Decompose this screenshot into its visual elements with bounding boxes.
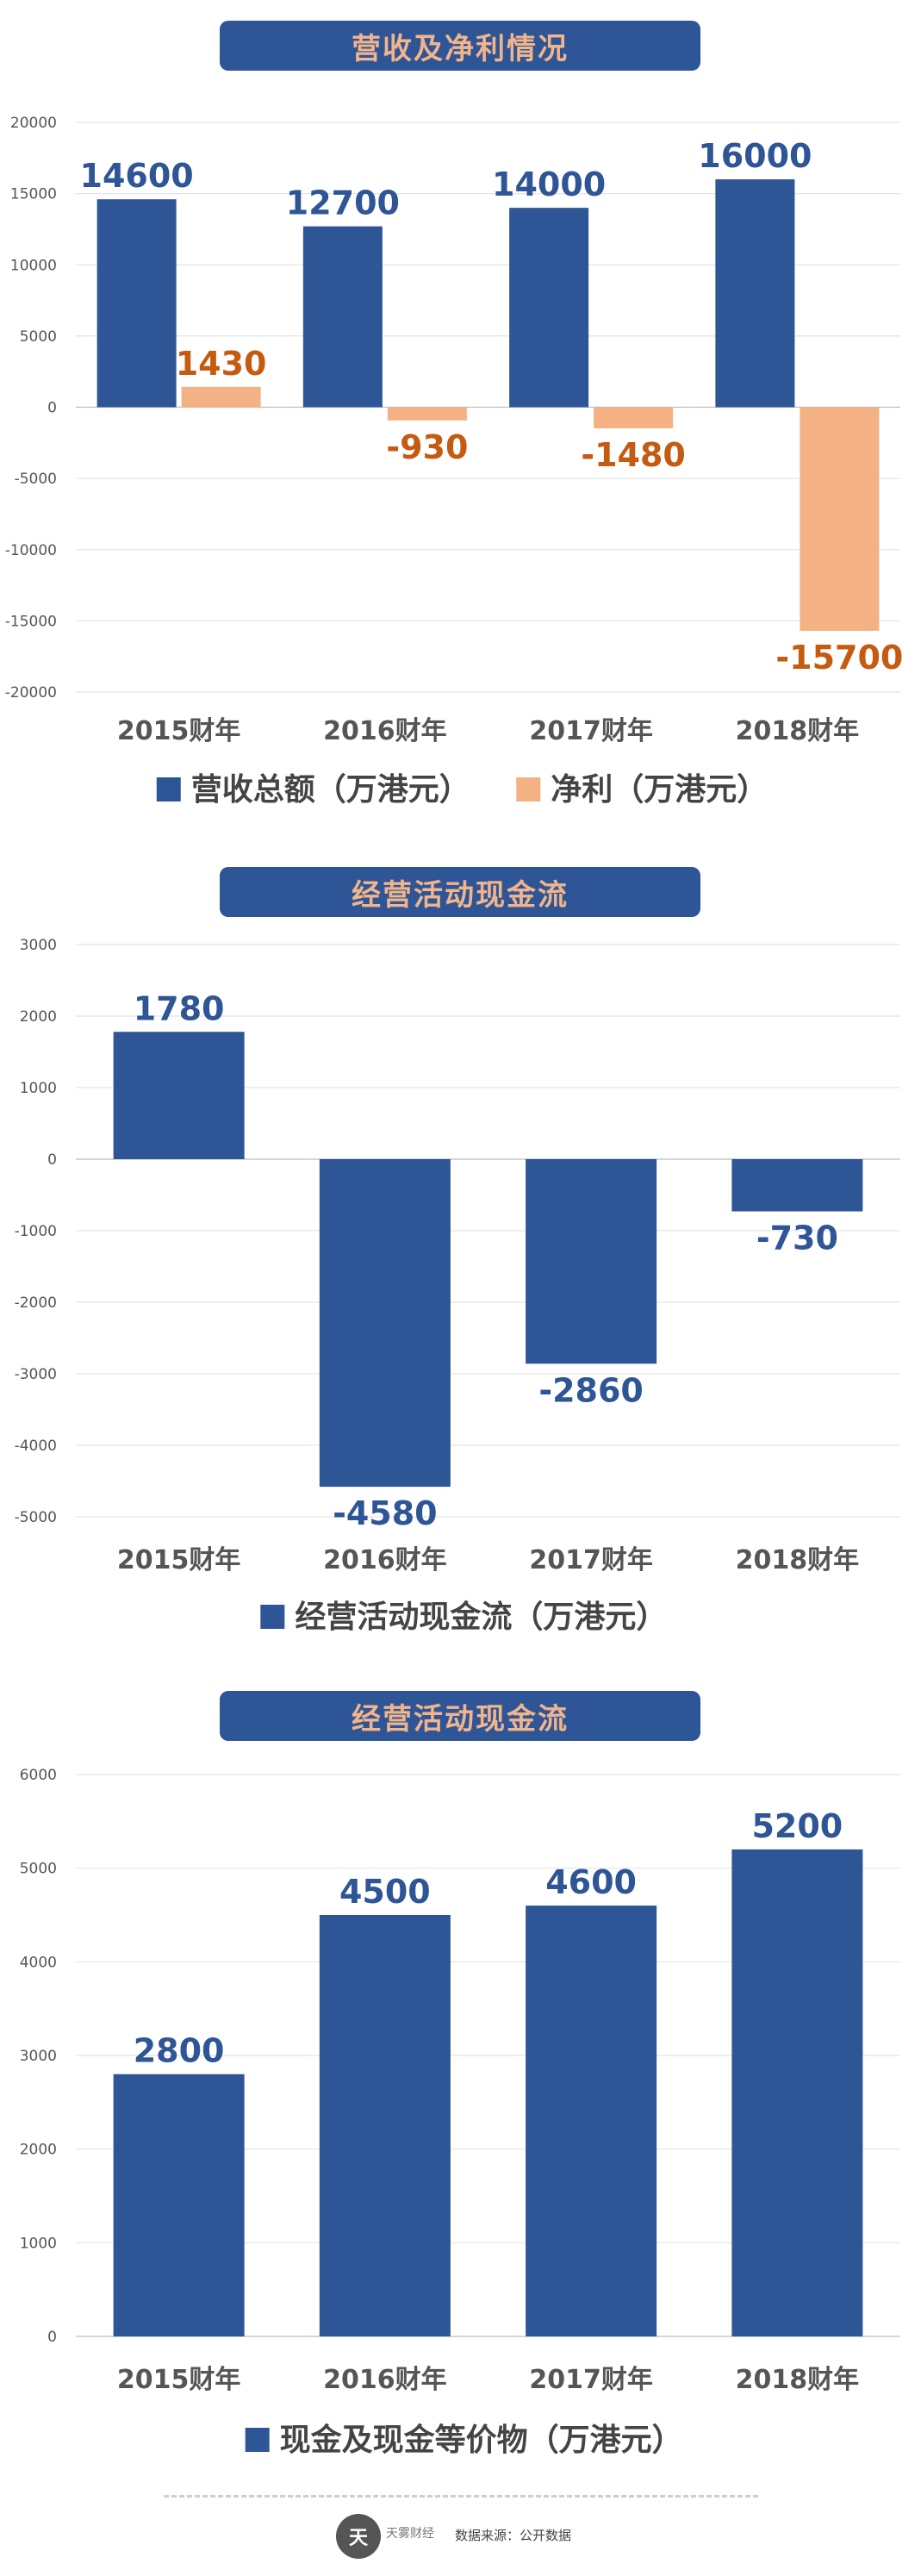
data-label: -930 [386, 428, 468, 466]
legend-label: 现金及现金等价物（万港元） [280, 2422, 683, 2458]
x-tick-label: 2015财年 [117, 716, 241, 746]
chart-1-svg: 20000 15000 10000 5000 0 -5000 -10000 -15000 -20… [5, 115, 904, 808]
x-tick-label: 2017财年 [529, 2365, 653, 2395]
legend-label: 营收总额（万港元） [191, 772, 470, 808]
brand-logo-icon: 天 [336, 2514, 381, 2559]
chart-title-3: 经营活动现金流 [220, 1691, 700, 1741]
data-label: 1430 [176, 345, 267, 383]
y-tick-label: -2000 [15, 1294, 57, 1312]
legend-swatch [156, 777, 181, 801]
y-tick-label: 2000 [20, 2142, 57, 2159]
footer: 天 天雾财经 数据来源：公开数据 [0, 2495, 921, 2576]
bar [302, 226, 383, 408]
legend-swatch [516, 777, 541, 801]
y-tick-label: 4000 [20, 1954, 57, 1971]
data-label: 16000 [698, 137, 812, 175]
y-tick-label: 20000 [10, 115, 57, 132]
x-tick-label: 2017财年 [529, 1545, 653, 1575]
y-tick-label: -10000 [5, 542, 57, 559]
x-tick-label: 2016财年 [323, 716, 447, 746]
y-tick-label: -15000 [5, 613, 57, 630]
chart-panel-3: 经营活动现金流 6000 5000 4000 3000 2000 1000 0 2015财年 2… [0, 1655, 921, 2495]
data-label: 4500 [339, 1873, 431, 1911]
y-tick-label: -4000 [15, 1438, 57, 1455]
data-label: 12700 [286, 184, 400, 222]
x-tick-label: 2015财年 [117, 2365, 241, 2395]
y-tick-label: 0 [47, 1151, 57, 1169]
data-label: 5200 [751, 1807, 843, 1845]
chart-title-2: 经营活动现金流 [220, 867, 700, 917]
brand-name: 天雾财经 [386, 2527, 434, 2541]
x-tick-label: 2016财年 [323, 2365, 447, 2395]
y-tick-label: -1000 [15, 1223, 57, 1240]
chart-3-svg: 6000 5000 4000 3000 2000 1000 0 2015财年 2800 2016财… [20, 1767, 900, 2458]
y-tick-label: 15000 [10, 186, 57, 203]
x-tick-label: 2018财年 [736, 716, 860, 746]
legend-swatch [260, 1605, 285, 1629]
chart-title-1: 营收及净利情况 [220, 21, 700, 71]
bar [96, 199, 177, 408]
data-label: -730 [756, 1219, 838, 1257]
chart-panel-1: 营收及净利情况 20000 15000 10000 5000 0 -5000 -10000 -… [0, 0, 921, 827]
y-tick-label: 0 [47, 2329, 57, 2346]
y-tick-label: -5000 [15, 1509, 57, 1526]
chart-panel-2: 经营活动现金流 3000 2000 1000 0 -1000 -2000 -3000 -400… [0, 827, 921, 1655]
y-tick-label: 5000 [20, 328, 57, 346]
bar [319, 1159, 451, 1488]
data-label: 2800 [134, 2032, 225, 2070]
y-tick-label: -5000 [15, 471, 57, 488]
bar [526, 1159, 657, 1364]
y-tick-label: 1000 [20, 2235, 57, 2252]
data-label: 1780 [134, 989, 225, 1027]
y-tick-label: 2000 [20, 1008, 57, 1026]
x-tick-label: 2015财年 [117, 1545, 241, 1575]
data-source: 数据来源：公开数据 [455, 2528, 572, 2543]
x-tick-label: 2016财年 [323, 1545, 447, 1575]
data-label: 14600 [80, 157, 194, 195]
data-label: -2860 [538, 1371, 644, 1409]
bar [715, 179, 795, 408]
y-tick-label: 3000 [20, 2048, 57, 2065]
data-label: -1480 [581, 436, 686, 474]
legend-swatch [245, 2428, 270, 2452]
data-label: -4580 [333, 1494, 438, 1532]
bar [387, 407, 467, 421]
x-tick-label: 2017财年 [529, 716, 653, 746]
y-tick-label: 10000 [10, 257, 57, 274]
bar [731, 1159, 863, 1212]
y-tick-label: -3000 [15, 1366, 57, 1383]
bar [731, 1849, 863, 2336]
y-tick-label: 5000 [20, 1861, 57, 1878]
chart-2-svg: 3000 2000 1000 0 -1000 -2000 -3000 -4000 -5000 20… [15, 937, 900, 1635]
bar [319, 1915, 451, 2336]
legend-label: 净利（万港元） [551, 772, 768, 808]
data-label: 14000 [492, 165, 606, 203]
bar [113, 1032, 245, 1159]
bar [594, 407, 674, 428]
y-tick-label: -20000 [5, 684, 57, 702]
data-label: 4600 [545, 1863, 637, 1901]
bar [526, 1905, 657, 2336]
x-tick-label: 2018财年 [736, 1545, 860, 1575]
y-tick-label: 6000 [20, 1767, 57, 1784]
bar [800, 407, 880, 631]
bar [509, 208, 589, 408]
bar [113, 2074, 245, 2336]
bar [181, 386, 261, 408]
footer-divider [164, 2495, 758, 2498]
y-tick-label: 3000 [20, 937, 57, 954]
legend-label: 经营活动现金流（万港元） [295, 1599, 667, 1635]
x-tick-label: 2018财年 [736, 2365, 860, 2395]
y-tick-label: 1000 [20, 1080, 57, 1097]
y-tick-label: 0 [47, 400, 57, 417]
data-label: -15700 [775, 639, 903, 677]
